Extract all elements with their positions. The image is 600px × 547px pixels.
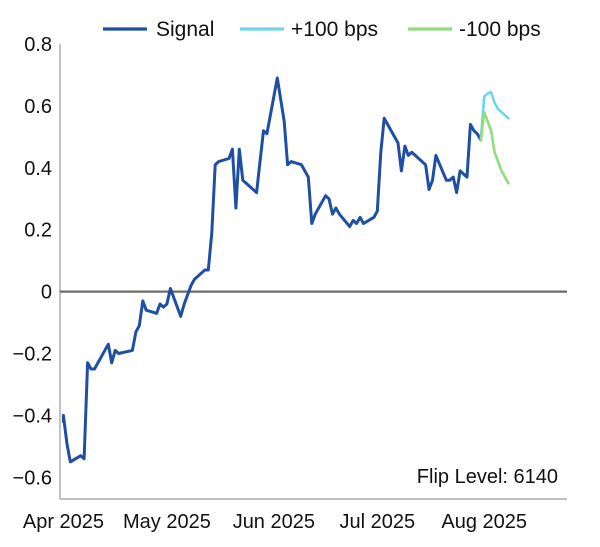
x-tick-label: Jul 2025	[339, 511, 415, 533]
legend-label: Signal	[156, 18, 214, 41]
series-line-2	[479, 110, 510, 185]
x-tick-label: Aug 2025	[441, 511, 527, 533]
x-tick-label: Apr 2025	[23, 511, 104, 533]
series-line-1	[479, 90, 510, 142]
y-tick-label: 0.2	[24, 220, 52, 242]
x-tick-label: May 2025	[123, 511, 211, 533]
y-tick-label: 0.8	[24, 34, 52, 56]
y-tick-label: 0.6	[24, 96, 52, 118]
y-tick-label: −0.2	[13, 344, 52, 366]
x-tick-label: Jun 2025	[233, 511, 315, 533]
x-tick-labels: Apr 2025 May 2025 Jun 2025 Jul 2025 Aug 2025	[23, 511, 527, 533]
y-tick-label: −0.6	[13, 467, 52, 489]
y-tick-labels: −0.6 −0.4 −0.2 0 0.2 0.4 0.6 0.8	[13, 34, 52, 489]
legend-label: +100 bps	[291, 18, 378, 41]
y-tick-label: 0	[41, 282, 52, 304]
axes	[59, 44, 567, 500]
legend: Signal +100 bps -100 bps	[103, 18, 541, 41]
series-layer	[61, 76, 510, 464]
legend-label: -100 bps	[459, 18, 541, 41]
y-tick-label: −0.4	[13, 405, 52, 427]
series-line-0	[61, 76, 483, 464]
flip-level-annotation: Flip Level: 6140	[417, 466, 558, 488]
y-tick-label: 0.4	[24, 158, 52, 180]
